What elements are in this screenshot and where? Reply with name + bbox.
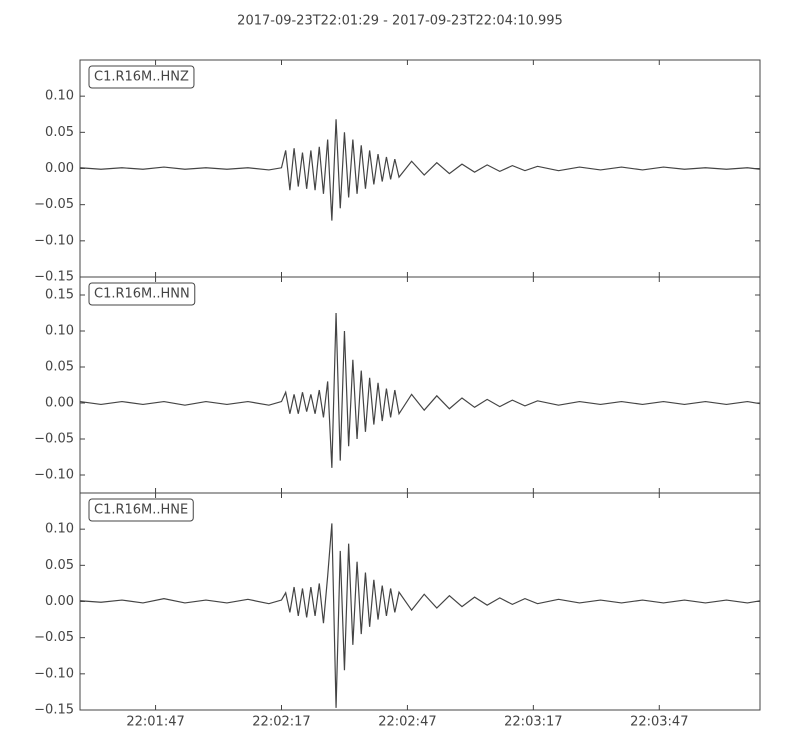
y-tick-label: −0.05: [34, 630, 74, 645]
waveform: [79, 312, 761, 468]
y-tick-label: −0.15: [34, 270, 74, 285]
y-tick-label: 0.05: [45, 125, 74, 140]
x-tick-label: 22:02:17: [252, 715, 310, 730]
y-tick-label: 0.00: [45, 594, 74, 609]
waveform: [79, 119, 761, 221]
waveform: [79, 523, 761, 708]
y-tick-label: 0.10: [45, 89, 74, 104]
x-tick-label: 22:02:47: [378, 715, 436, 730]
y-tick-label: −0.05: [34, 197, 74, 212]
y-tick-label: 0.00: [45, 396, 74, 411]
y-tick-label: 0.10: [45, 522, 74, 537]
y-tick-label: −0.10: [34, 666, 74, 681]
y-tick-label: 0.00: [45, 161, 74, 176]
panel-frame: [79, 276, 761, 494]
x-tick-label: 22:03:17: [504, 715, 562, 730]
y-tick-label: 0.05: [45, 558, 74, 573]
y-tick-label: −0.05: [34, 432, 74, 447]
y-tick-label: −0.15: [34, 703, 74, 718]
panel-frame: [79, 492, 761, 711]
trace-label-box: [88, 282, 196, 306]
x-tick-label: 22:01:47: [126, 715, 184, 730]
y-tick-label: −0.10: [34, 233, 74, 248]
trace-label: C1.R16M..HNZ: [94, 70, 189, 85]
trace-label-box: [88, 65, 195, 89]
y-tick-label: 0.15: [45, 288, 74, 303]
trace-label-box: [88, 498, 194, 522]
y-tick-label: 0.05: [45, 360, 74, 375]
x-tick-label: 22:03:47: [630, 715, 688, 730]
y-tick-label: 0.10: [45, 324, 74, 339]
trace-label: C1.R16M..HNE: [94, 503, 188, 518]
y-tick-label: −0.10: [34, 468, 74, 483]
trace-label: C1.R16M..HNN: [94, 287, 190, 302]
chart-title: 2017-09-23T22:01:29 - 2017-09-23T22:04:1…: [237, 14, 563, 29]
